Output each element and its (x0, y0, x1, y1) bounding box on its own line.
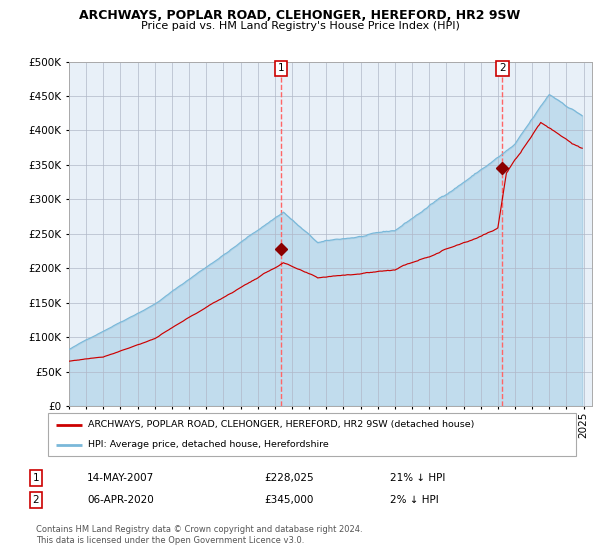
Text: £228,025: £228,025 (264, 473, 314, 483)
Text: 1: 1 (278, 63, 284, 73)
FancyBboxPatch shape (48, 413, 576, 456)
Text: 06-APR-2020: 06-APR-2020 (87, 495, 154, 505)
Text: Contains HM Land Registry data © Crown copyright and database right 2024.
This d: Contains HM Land Registry data © Crown c… (36, 525, 362, 545)
Text: ARCHWAYS, POPLAR ROAD, CLEHONGER, HEREFORD, HR2 9SW (detached house): ARCHWAYS, POPLAR ROAD, CLEHONGER, HEREFO… (88, 421, 474, 430)
Text: 2: 2 (32, 495, 40, 505)
Text: ARCHWAYS, POPLAR ROAD, CLEHONGER, HEREFORD, HR2 9SW: ARCHWAYS, POPLAR ROAD, CLEHONGER, HEREFO… (79, 9, 521, 22)
Text: HPI: Average price, detached house, Herefordshire: HPI: Average price, detached house, Here… (88, 440, 328, 449)
Text: £345,000: £345,000 (264, 495, 313, 505)
Text: 2% ↓ HPI: 2% ↓ HPI (390, 495, 439, 505)
Text: 21% ↓ HPI: 21% ↓ HPI (390, 473, 445, 483)
Text: Price paid vs. HM Land Registry's House Price Index (HPI): Price paid vs. HM Land Registry's House … (140, 21, 460, 31)
Text: 14-MAY-2007: 14-MAY-2007 (87, 473, 154, 483)
Text: 2: 2 (499, 63, 506, 73)
Text: 1: 1 (32, 473, 40, 483)
